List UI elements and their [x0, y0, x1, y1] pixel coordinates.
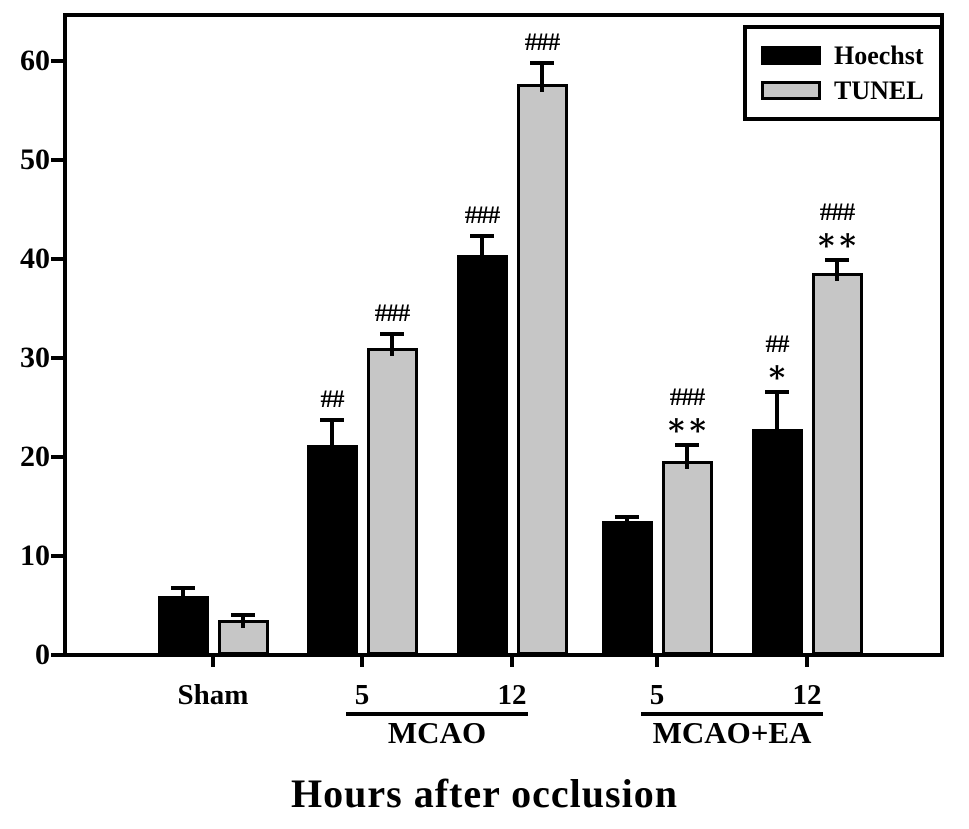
significance-hash-marker: ### [464, 202, 501, 230]
bar-tunel-group2 [516, 83, 568, 655]
error-bar-stem [181, 588, 185, 604]
bar-hoechst-group4 [751, 429, 803, 655]
plot-frame [63, 13, 944, 657]
y-tick-label-30: 30 [20, 341, 50, 374]
bracket-line-mcao [346, 712, 528, 716]
y-tick-label-10: 10 [20, 539, 50, 572]
x-tick-1 [360, 655, 364, 667]
bar-hoechst-group0 [157, 595, 209, 655]
legend-label-hoechst: Hoechst [834, 40, 924, 70]
significance-hash-marker: ## [320, 386, 345, 414]
bracket-line-mcao+ea [641, 712, 823, 716]
tunel-swatch-icon [761, 81, 821, 100]
error-bar-stem [390, 335, 394, 357]
x-tick-3 [655, 655, 659, 667]
hoechst-swatch-icon [761, 46, 821, 65]
error-bar-cap [765, 389, 789, 394]
x-tick-0 [211, 655, 215, 667]
error-bar-stem [685, 446, 689, 469]
y-tick-10 [51, 554, 63, 558]
y-tick-label-60: 60 [20, 44, 50, 77]
x-tick-label-2: 12 [497, 679, 527, 711]
y-tick-20 [51, 455, 63, 459]
significance-hash-marker: ## [765, 330, 790, 358]
error-bar-cap [320, 418, 344, 423]
y-tick-0 [51, 653, 63, 657]
legend-item-hoechst: Hoechst [761, 40, 939, 70]
y-tick-label-20: 20 [20, 440, 50, 473]
error-bar-stem [625, 518, 629, 530]
legend: Hoechst TUNEL [743, 25, 943, 121]
legend-item-tunel: TUNEL [761, 75, 939, 105]
bracket-label-mcao: MCAO [387, 715, 487, 750]
bar-hoechst-group3 [601, 521, 653, 655]
error-bar-cap [825, 257, 849, 262]
error-bar-stem [330, 421, 334, 454]
error-bar-stem [540, 63, 544, 92]
bar-hoechst-group2 [456, 255, 508, 655]
bar-hoechst-group1 [306, 445, 358, 655]
significance-hash-marker: ### [524, 28, 561, 56]
bar-tunel-group3 [661, 460, 713, 655]
y-tick-60 [51, 59, 63, 63]
error-bar-stem [835, 260, 839, 281]
legend-label-tunel: TUNEL [834, 75, 924, 105]
x-tick-4 [805, 655, 809, 667]
x-tick-2 [510, 655, 514, 667]
error-bar-stem [241, 616, 245, 629]
significance-star-marker: ∗ [766, 353, 788, 389]
x-tick-label-0: Sham [177, 679, 249, 711]
x-tick-label-4: 12 [792, 679, 822, 711]
error-bar-cap [171, 585, 195, 590]
y-tick-30 [51, 356, 63, 360]
y-tick-50 [51, 158, 63, 162]
significance-hash-marker: ### [374, 300, 411, 328]
error-bar-cap [530, 60, 554, 65]
error-bar-stem [775, 392, 779, 438]
error-bar-stem [480, 237, 484, 264]
significance-star-marker: ∗∗ [815, 221, 859, 257]
x-tick-label-3: 5 [649, 679, 665, 711]
bar-tunel-group4 [811, 272, 863, 655]
y-tick-label-0: 0 [35, 638, 50, 671]
error-bar-cap [675, 443, 699, 448]
error-bar-cap [470, 234, 494, 239]
y-tick-label-50: 50 [20, 143, 50, 176]
significance-star-marker: ∗∗ [665, 407, 709, 443]
significance-hash-marker: ### [669, 384, 706, 412]
bar-tunel-group1 [366, 348, 418, 655]
error-bar-cap [380, 332, 404, 337]
significance-hash-marker: ### [819, 198, 856, 226]
x-axis-title: Hours after occlusion [291, 771, 678, 816]
bracket-label-mcao+ea: MCAO+EA [652, 715, 812, 750]
error-bar-cap [231, 613, 255, 618]
error-bar-cap [615, 515, 639, 520]
y-tick-40 [51, 257, 63, 261]
y-tick-label-40: 40 [20, 242, 50, 275]
x-tick-label-1: 5 [354, 679, 370, 711]
